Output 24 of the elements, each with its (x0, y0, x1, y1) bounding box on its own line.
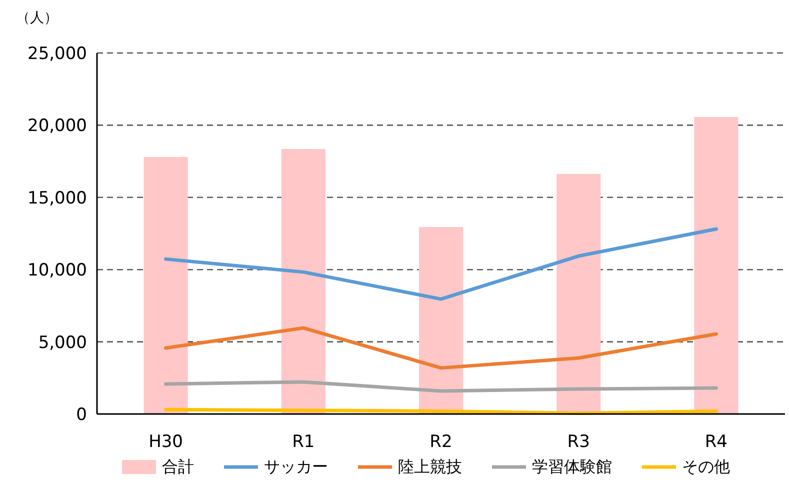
line-series (164, 326, 718, 370)
x-tick-label: H30 (148, 432, 184, 452)
y-tick-label: 25,000 (28, 44, 87, 64)
x-tick-label: R4 (704, 432, 728, 452)
legend-label: 合計 (162, 457, 194, 476)
legend-label: サッカー (264, 457, 328, 476)
bar (281, 149, 326, 414)
bar (694, 116, 738, 414)
y-tick-label: 20,000 (28, 116, 87, 136)
x-tick-label: R3 (567, 432, 590, 452)
legend-label: 学習体験館 (532, 457, 612, 476)
x-tick-label: R2 (430, 432, 452, 452)
x-tick-label: R1 (292, 432, 315, 452)
line-series (164, 380, 718, 393)
y-tick-label: 5,000 (38, 332, 87, 353)
y-tick-label: 15,000 (28, 188, 87, 208)
y-tick-label: 0 (76, 405, 87, 425)
bar (418, 227, 464, 414)
legend-label: 陸上競技 (398, 457, 462, 476)
legend-label: その他 (682, 457, 730, 476)
y-tick-label: 10,000 (28, 260, 87, 281)
y-axis-title: （人） (16, 10, 58, 26)
bar (144, 156, 188, 414)
line-series (164, 227, 718, 301)
